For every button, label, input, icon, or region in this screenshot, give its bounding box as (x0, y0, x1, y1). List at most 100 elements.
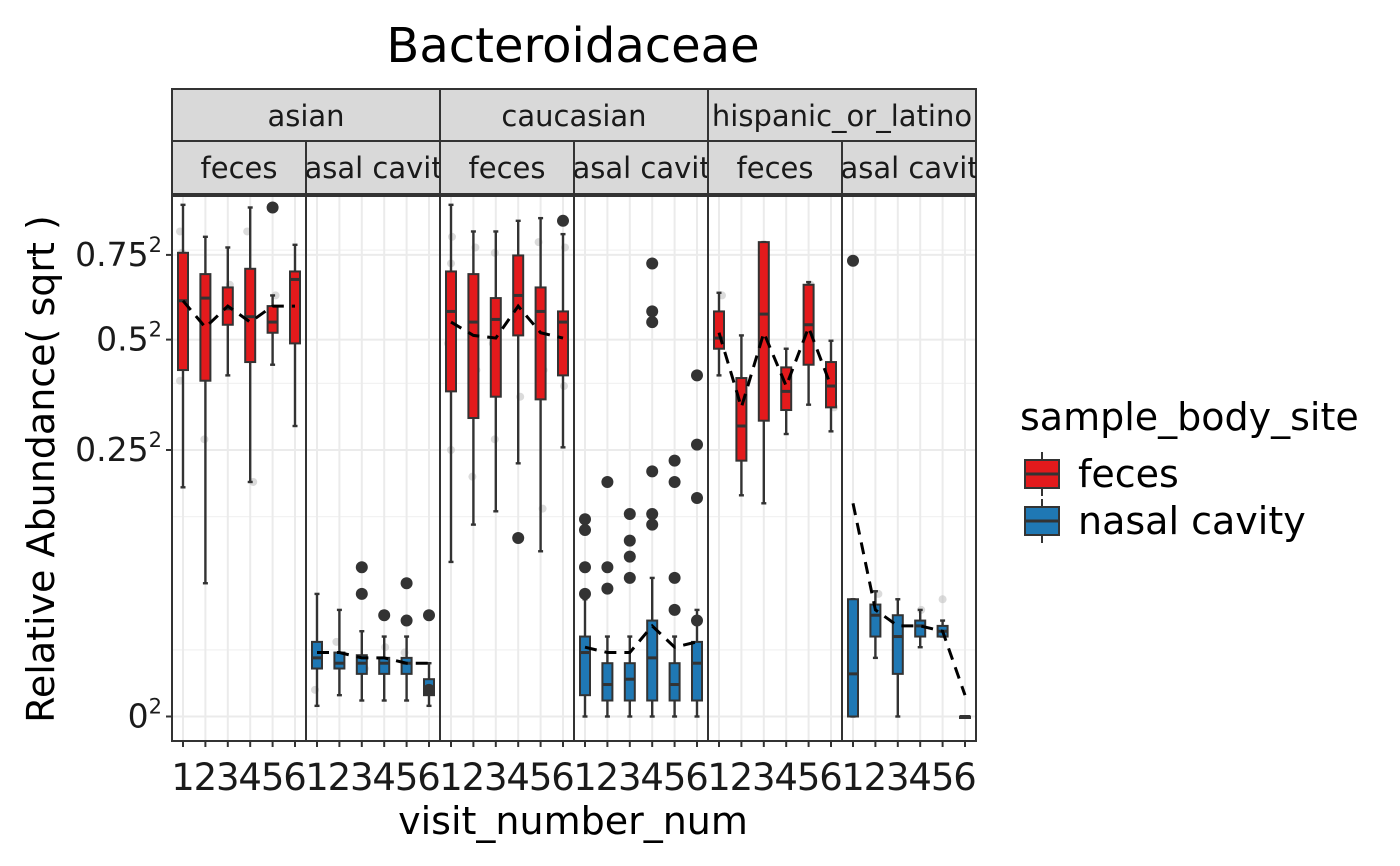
jitter-point (938, 595, 947, 604)
outlier-point (423, 609, 435, 622)
box (891, 614, 904, 675)
legend-label: nasal cavity (1078, 499, 1306, 543)
legend-title: sample_body_site (1020, 395, 1359, 439)
box (691, 640, 703, 702)
box (914, 619, 927, 638)
box (579, 635, 591, 697)
strip-group-label: hispanic_or_latino (712, 99, 972, 133)
outlier-point (646, 518, 659, 531)
box (735, 377, 748, 462)
strip-group-bg (439, 88, 709, 142)
box (445, 270, 457, 393)
strip-site-bg (841, 140, 977, 195)
panel (305, 195, 441, 742)
x-tick-label: 2 (864, 756, 888, 799)
panel-bg (172, 196, 306, 741)
outlier-point (691, 614, 703, 627)
x-tick-label: 2 (462, 756, 486, 799)
outlier-point (579, 561, 591, 574)
x-tick-label: 3 (484, 756, 508, 799)
x-tick-label: 6 (819, 756, 843, 799)
x-tick-label: 5 (529, 756, 553, 799)
outlier-point (691, 369, 703, 382)
box (378, 656, 391, 675)
strip-site-label: feces (469, 151, 546, 185)
outlier-point (512, 531, 525, 544)
strip-site-label: nasal cavity (554, 151, 728, 185)
x-tick-label: 4 (238, 756, 262, 799)
x-tick-label: 4 (908, 756, 932, 799)
strip-group-label: asian (267, 99, 344, 133)
x-axis-label: visit_number_num (398, 799, 748, 843)
x-tick-label: 1 (841, 756, 865, 799)
box (780, 366, 793, 412)
outlier-point (579, 523, 591, 536)
box (266, 305, 279, 334)
x-tick-label: 3 (350, 756, 374, 799)
box (177, 251, 189, 372)
outlier-point (646, 305, 659, 318)
box (534, 286, 547, 401)
x-tick-label: 3 (216, 756, 240, 799)
outlier-point (601, 561, 614, 574)
legend-key (1024, 452, 1060, 496)
outlier-point (623, 550, 636, 563)
x-tick-label: 4 (372, 756, 396, 799)
strip-group-label: caucasian (501, 99, 646, 133)
panel (841, 195, 977, 742)
panel-bg (842, 196, 976, 741)
x-tick-label: 4 (640, 756, 664, 799)
y-tick-label: 0.752 (75, 233, 162, 274)
outlier-point (646, 257, 659, 270)
y-tick-label: 02 (128, 695, 162, 736)
x-tick-label: 4 (774, 756, 798, 799)
outlier-point (579, 587, 591, 600)
y-axis-label: Relative Abundance( sqrt ) (19, 215, 63, 723)
outlier-point (355, 561, 368, 574)
strip-group-bg (707, 88, 977, 142)
outlier-point (623, 534, 636, 547)
outlier-point (668, 475, 681, 488)
panel-border (841, 195, 977, 742)
x-tick-label: 4 (506, 756, 530, 799)
trend-line (584, 623, 698, 655)
panel-bg (574, 196, 708, 741)
x-tick-label: 6 (551, 756, 575, 799)
outlier-point (691, 438, 703, 451)
x-tick-label: 2 (328, 756, 352, 799)
strip-site-bg (439, 140, 575, 195)
x-tick-label: 6 (417, 756, 441, 799)
plot-panels (171, 195, 977, 742)
x-tick-label: 1 (707, 756, 731, 799)
chart-title: Bacteroidaceae (386, 18, 759, 74)
strip-site-label: nasal cavity (822, 151, 996, 185)
box (623, 662, 636, 702)
strip-group-bg (171, 88, 441, 142)
y-tick-label: 0.52 (96, 318, 162, 359)
outlier-point (646, 316, 659, 329)
x-tick-label: 5 (395, 756, 419, 799)
box (757, 241, 770, 422)
outlier-point (646, 465, 659, 478)
strip-site-label: feces (737, 151, 814, 185)
x-tick-label: 6 (283, 756, 307, 799)
x-tick-label: 2 (596, 756, 620, 799)
box (646, 619, 659, 702)
strip-site-bg (707, 140, 843, 195)
x-tick-label: 1 (171, 756, 195, 799)
panel (707, 195, 843, 742)
strip-site-label: nasal cavity (286, 151, 460, 185)
legend-key (1024, 499, 1060, 543)
legend-label: feces (1078, 452, 1179, 496)
x-tick-label: 5 (797, 756, 821, 799)
box (489, 297, 502, 398)
x-tick-label: 3 (886, 756, 910, 799)
outlier-point (355, 587, 368, 600)
box (847, 598, 859, 718)
panel-bg (306, 196, 440, 741)
x-tick-label: 1 (305, 756, 329, 799)
